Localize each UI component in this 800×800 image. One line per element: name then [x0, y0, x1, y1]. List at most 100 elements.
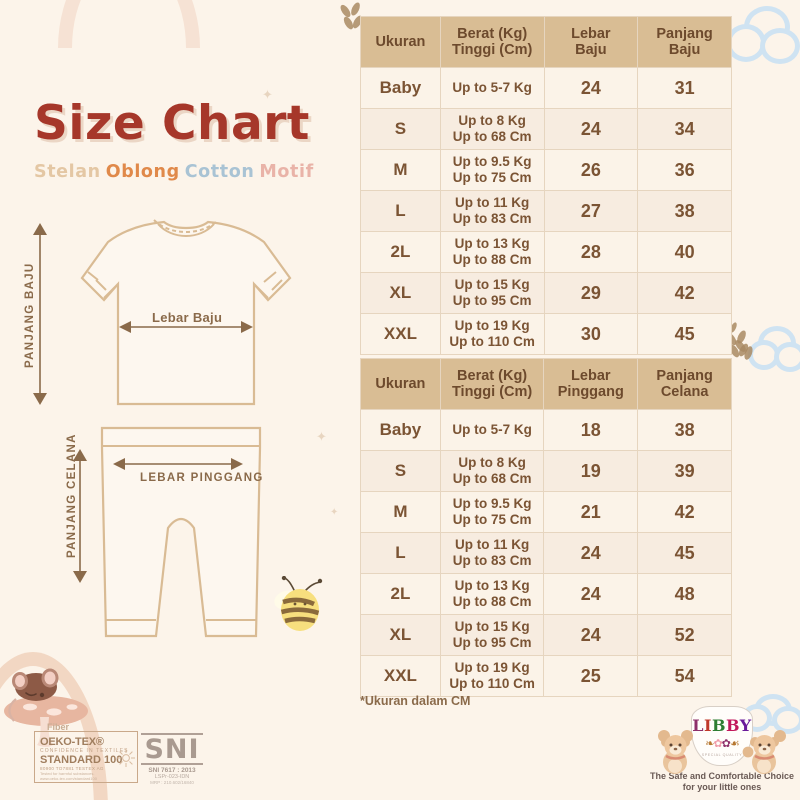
shirt-table-body: Baby Up to 5-7 Kg 24 31 S Up to 8 Kg Up to 68 …	[360, 67, 732, 356]
cell-size: Baby	[360, 67, 441, 110]
cell-length: 39	[637, 450, 732, 493]
cell-length: 45	[637, 532, 732, 575]
sparkle-icon-3: ✦	[316, 429, 327, 444]
cell-weight-height: Up to 15 Kg Up to 95 Cm	[439, 272, 545, 315]
fiber-label: Fiber	[47, 722, 70, 732]
cell-length: 42	[637, 491, 732, 534]
cell-weight-height: Up to 11 Kg Up to 83 Cm	[439, 190, 545, 233]
cell-weight-height: Up to 8 Kg Up to 68 Cm	[439, 450, 545, 493]
cell-weight-height: Up to 13 Kg Up to 88 Cm	[439, 573, 545, 616]
pants-waist-label: LEBAR PINGGANG	[140, 472, 264, 484]
cell-size: S	[360, 108, 441, 151]
brand-tagline: The Safe and Comfortable Choice for your…	[648, 771, 796, 793]
cell-length: 48	[637, 573, 732, 616]
subtitle-word-stelan: Stelan	[34, 162, 101, 182]
table-row: XL Up to 15 Kg Up to 95 Cm 29 42	[360, 272, 732, 315]
cell-weight: Up to 11 Kg	[454, 537, 530, 553]
brand-letter-b1: B	[712, 716, 727, 735]
cell-height: Up to 68 Cm	[452, 129, 532, 145]
col-berat-tinggi: Berat (Kg) Tinggi (Cm)	[439, 15, 545, 69]
cell-height: Up to 83 Cm	[452, 211, 532, 227]
table-row: S Up to 8 Kg Up to 68 Cm 24 34	[360, 108, 732, 151]
cell-length: 40	[637, 231, 732, 274]
cell-weight: Up to 15 Kg	[454, 277, 530, 293]
arch-decoration-top-left	[58, 0, 200, 48]
cell-length: 34	[637, 108, 732, 151]
oeko-tex-disclaimer: Tested for harmful substances. www.oeko-…	[40, 771, 97, 781]
cell-width: 24	[543, 67, 639, 110]
cell-weight: Up to 11 Kg	[455, 195, 530, 211]
cell-size: XL	[360, 272, 441, 315]
page-title: Size Chart	[34, 96, 310, 151]
cell-width: 21	[543, 491, 639, 534]
table-header-row: Ukuran Berat (Kg) Tinggi (Cm) Lebar Baju…	[360, 15, 732, 69]
cell-length: 38	[637, 190, 732, 233]
cell-weight-height: Up to 5-7 Kg	[439, 409, 545, 452]
cell-size: S	[360, 450, 441, 493]
cell-weight: Up to 8 Kg	[458, 113, 526, 129]
table-row: L Up to 11 Kg Up to 83 Cm 27 38	[360, 190, 732, 233]
shirt-length-label: PANJANG BAJU	[24, 262, 36, 368]
cell-length: 31	[637, 67, 732, 110]
pants-table-body: Baby Up to 5-7 Kg 18 38 S Up to 8 Kg Up to 68 …	[360, 409, 732, 698]
oeko-tex-badge: OEKO-TEX® CONFIDENCE IN TEXTILES STANDAR…	[34, 731, 138, 783]
cell-width: 26	[543, 149, 639, 192]
cell-size: 2L	[360, 231, 441, 274]
subtitle-word-motif: Motif	[259, 162, 314, 182]
table-row: 2L Up to 13 Kg Up to 88 Cm 28 40	[360, 231, 732, 274]
cell-width: 27	[543, 190, 639, 233]
cell-size: M	[360, 149, 441, 192]
cell-width: 25	[543, 655, 639, 698]
brand-tagline-line2: for your little ones	[682, 781, 762, 792]
cell-height: Up to 88 Cm	[452, 594, 532, 610]
cell-weight-height: Up to 13 Kg Up to 88 Cm	[439, 231, 545, 274]
sni-standard: SNI 7617 : 2013	[148, 767, 196, 774]
table-row: L Up to 11 Kg Up to 83 Cm 24 45	[360, 532, 732, 575]
cell-size: XXL	[360, 655, 441, 698]
cell-weight-height: Up to 11 Kg Up to 83 Cm	[439, 532, 545, 575]
cell-weight-height: Up to 8 Kg Up to 68 Cm	[439, 108, 545, 151]
cell-height: Up to 83 Cm	[452, 553, 532, 569]
table-row: M Up to 9.5 Kg Up to 75 Cm 26 36	[360, 149, 732, 192]
col-ukuran: Ukuran	[360, 357, 441, 411]
measurement-note: *Ukuran dalam CM	[360, 694, 471, 708]
sparkle-icon-4: ✦	[330, 507, 339, 518]
brand-letter-i: I	[704, 716, 713, 735]
col-panjang-baju: Panjang Baju	[637, 15, 732, 69]
cell-weight: Up to 15 Kg	[454, 619, 530, 635]
subtitle-word-oblong: Oblong	[105, 162, 180, 182]
oeko-tex-title: OEKO-TEX®	[40, 736, 104, 748]
col-lebar-baju: Lebar Baju	[543, 15, 639, 69]
cell-height: Up to 110 Cm	[449, 334, 535, 350]
col-lebar-pinggang: Lebar Pinggang	[543, 357, 639, 411]
cell-weight-height: Up to 5-7 Kg	[439, 67, 545, 110]
brand-logo: LIBBY ❧✿✿☙ SPECIAL QUALITY The Safe and …	[648, 706, 796, 793]
cell-height: Up to 95 Cm	[452, 293, 532, 309]
cell-weight-height: Up to 9.5 Kg Up to 75 Cm	[439, 491, 545, 534]
title-block: Size Chart Stelan Oblong Cotton Motif	[34, 96, 354, 182]
oeko-tex-standard: STANDARD 100	[40, 754, 123, 766]
brand-tagline-line1: The Safe and Comfortable Choice	[649, 771, 795, 781]
cell-width: 19	[543, 450, 639, 493]
cell-width: 24	[543, 532, 639, 575]
cell-height: Up to 75 Cm	[452, 170, 532, 186]
oeko-tex-subtitle: CONFIDENCE IN TEXTILES	[40, 748, 129, 754]
sni-mark: SNI	[141, 733, 203, 765]
pants-diagram	[100, 426, 262, 638]
cell-weight: Up to 19 Kg	[454, 318, 530, 334]
table-row: 2L Up to 13 Kg Up to 88 Cm 24 48	[360, 573, 732, 616]
pants-length-label: PANJANG CELANA	[66, 433, 78, 558]
cell-width: 18	[543, 409, 639, 452]
cell-weight: Up to 13 Kg	[454, 236, 530, 252]
table-row: XXL Up to 19 Kg Up to 110 Cm 25 54	[360, 655, 732, 698]
cell-size: XL	[360, 614, 441, 657]
cell-length: 38	[637, 409, 732, 452]
subtitle-word-cotton: Cotton	[184, 162, 255, 182]
pants-size-table: Ukuran Berat (Kg) Tinggi (Cm) Lebar Ping…	[360, 357, 732, 698]
wheat-decoration-table-right	[733, 338, 756, 364]
teddy-bear-right-icon	[742, 730, 786, 774]
cell-weight-height: Up to 19 Kg Up to 110 Cm	[439, 313, 545, 356]
cell-weight-height: Up to 19 Kg Up to 110 Cm	[439, 655, 545, 698]
cell-size: L	[360, 190, 441, 233]
